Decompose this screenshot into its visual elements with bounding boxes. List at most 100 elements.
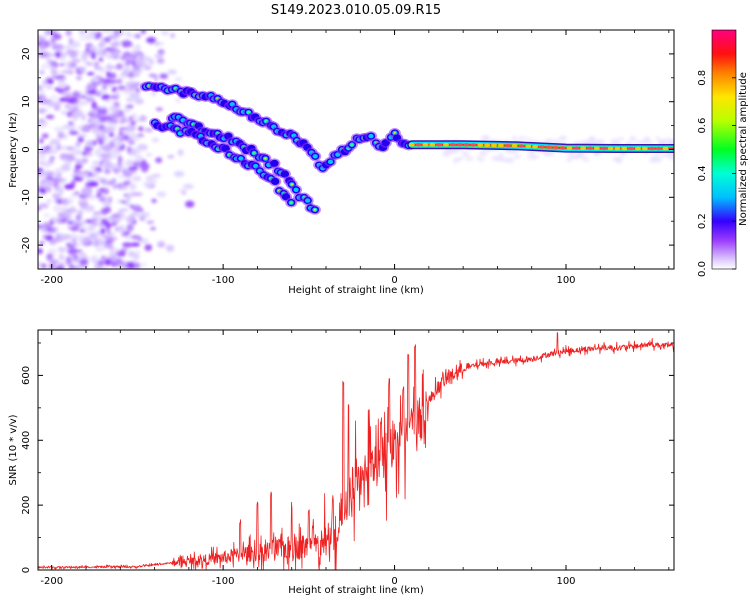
noise-blob xyxy=(75,141,81,147)
noise-blob xyxy=(665,152,674,157)
noise-blob xyxy=(102,142,110,146)
noise-blob xyxy=(117,186,128,191)
y-tick-label: -20 xyxy=(21,237,32,253)
noise-blob xyxy=(40,95,47,99)
spectrogram-content xyxy=(38,30,674,269)
noise-blob xyxy=(48,158,54,164)
noise-blob xyxy=(174,76,183,83)
x-tick-label: 0 xyxy=(391,576,397,587)
noise-blob xyxy=(64,65,76,69)
noise-blob xyxy=(115,90,121,98)
noise-blob xyxy=(135,249,141,255)
noise-blob xyxy=(50,67,55,75)
noise-blob xyxy=(38,161,45,165)
noise-blob xyxy=(69,52,78,59)
noise-blob xyxy=(83,147,94,151)
snr-y-ticks: 0 200 400 600 xyxy=(21,342,674,573)
noise-blob xyxy=(154,75,159,82)
noise-blob xyxy=(88,30,98,36)
noise-blob xyxy=(651,154,661,159)
noise-blob xyxy=(513,154,521,159)
noise-blob xyxy=(91,123,101,129)
noise-blob xyxy=(64,159,72,167)
snr-content xyxy=(38,331,674,570)
ridge-blob xyxy=(491,143,497,148)
noise-blob xyxy=(113,171,119,175)
noise-blob xyxy=(59,52,67,59)
ridge-blob xyxy=(525,144,532,149)
noise-blob xyxy=(46,199,52,204)
noise-blob xyxy=(70,145,82,150)
ridge-blob xyxy=(628,146,635,151)
noise-blob xyxy=(103,187,110,195)
noise-blob xyxy=(118,228,124,234)
noise-blob xyxy=(442,151,451,158)
noise-blob xyxy=(41,263,47,269)
ridge-blob xyxy=(518,144,525,148)
ridge-blob xyxy=(580,146,587,151)
noise-blob xyxy=(87,181,99,187)
noise-blob xyxy=(140,238,149,245)
noise-blob xyxy=(92,170,100,176)
ridge-blob xyxy=(607,146,614,151)
noise-blob xyxy=(103,158,111,164)
noise-blob xyxy=(106,111,114,115)
ridge-blob xyxy=(621,146,628,151)
noise-blob xyxy=(93,63,100,71)
noise-blob xyxy=(103,168,111,175)
noise-blob xyxy=(132,192,143,197)
noise-blob xyxy=(98,38,107,43)
noise-blob xyxy=(103,245,112,249)
noise-blob xyxy=(112,247,120,253)
noise-blob xyxy=(117,174,125,179)
ridge-blob xyxy=(545,145,552,150)
noise-blob xyxy=(53,149,58,155)
noise-blob xyxy=(93,264,102,269)
noise-blob xyxy=(452,149,460,153)
ridge-glow xyxy=(312,154,318,159)
ridge-blob xyxy=(655,146,662,151)
ridge-recovery-branch xyxy=(316,127,415,174)
noise-blob xyxy=(74,157,81,165)
noise-blob xyxy=(103,98,114,104)
noise-blob xyxy=(652,157,662,163)
noise-blob xyxy=(52,73,58,77)
ridge-blob xyxy=(573,146,580,150)
noise-blob xyxy=(126,145,132,153)
colorbar-tick-label: 0.2 xyxy=(697,213,708,229)
noise-blob xyxy=(136,237,143,242)
noise-blob xyxy=(123,180,129,187)
noise-blob xyxy=(167,69,177,75)
noise-blob xyxy=(69,97,79,105)
noise-blob xyxy=(465,156,474,161)
noise-blob xyxy=(42,82,48,88)
noise-blob xyxy=(126,224,134,232)
noise-blob xyxy=(177,149,184,157)
noise-blob xyxy=(38,98,48,105)
noise-blob xyxy=(85,61,94,66)
noise-blob xyxy=(145,153,153,157)
noise-blob xyxy=(610,138,621,144)
noise-blob xyxy=(580,140,590,145)
noise-blob xyxy=(47,57,52,62)
ridge-blob xyxy=(484,143,491,147)
noise-blob xyxy=(73,243,82,248)
noise-blob xyxy=(77,136,85,143)
noise-blob xyxy=(83,192,93,199)
noise-blob xyxy=(134,98,144,105)
noise-blob xyxy=(151,198,157,203)
noise-blob xyxy=(57,81,67,89)
x-tick-label: 0 xyxy=(391,275,397,286)
noise-blob xyxy=(566,152,574,157)
noise-blob xyxy=(62,70,67,74)
noise-blob xyxy=(126,217,135,225)
ridge-blob xyxy=(449,142,456,147)
noise-blob xyxy=(157,240,166,248)
noise-blob xyxy=(146,37,157,44)
noise-blob xyxy=(91,254,100,262)
noise-blob xyxy=(126,96,135,103)
noise-blob xyxy=(120,200,126,204)
noise-blob xyxy=(91,221,98,226)
noise-blob xyxy=(125,59,130,67)
ridge-blob xyxy=(270,177,280,186)
